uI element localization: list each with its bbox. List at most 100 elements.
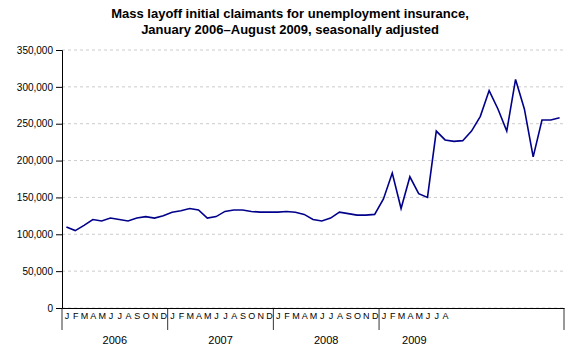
tick-label: F [390,311,396,321]
grid-line [62,86,564,87]
tick: 200,000 [17,155,62,166]
tick: J [435,308,440,321]
tick-label: A [126,311,132,321]
tick: F [179,308,185,321]
tick: N [257,308,264,321]
tick: A [90,308,96,321]
tick: 350,000 [17,45,62,56]
tick-label: D [372,311,379,321]
tick: A [231,308,237,321]
tick-label: N [152,311,159,321]
tick-label: A [196,311,202,321]
tick-label: 250,000 [17,118,54,129]
tick: M [186,308,194,321]
grid-line [62,197,564,198]
tick: D [161,308,168,321]
tick-label: J [109,311,114,321]
tick-label: S [134,311,140,321]
tick-label: 50,000 [22,266,53,277]
grid-line [62,50,564,51]
tick: 50,000 [22,266,62,277]
tick-label: O [248,311,255,321]
tick-label: 350,000 [17,45,54,56]
tick: J [382,308,387,321]
tick-mark [56,161,62,162]
tick-label: 0 [47,303,53,314]
tick-label: 150,000 [17,192,54,203]
tick: J [276,308,281,321]
tick-label: M [310,311,318,321]
tick-label: A [231,311,237,321]
tick: M [292,308,300,321]
tick: J [214,308,219,321]
tick-label: S [240,311,246,321]
tick: A [302,308,308,321]
year-label: 2009 [402,334,426,346]
tick-label: J [276,311,281,321]
tick-label: 100,000 [17,229,54,240]
chart: Mass layoff initial claimants for unempl… [0,0,580,360]
year-divider [273,308,274,330]
tick-mark [56,271,62,272]
tick: O [143,308,150,321]
tick-label: M [398,311,406,321]
tick: 150,000 [17,192,62,203]
tick: J [426,308,431,321]
tick-mark [56,50,62,51]
plot: 0 50,000 100,000 150,000 200,000 250,000 300,0… [17,45,565,346]
tick: J [65,308,70,321]
tick: J [170,308,175,321]
tick-label: N [363,311,370,321]
tick-label: J [382,311,387,321]
tick-label: M [81,311,89,321]
tick: 250,000 [17,118,62,129]
line [66,79,559,230]
tick-label: J [435,311,440,321]
tick-label: J [117,311,122,321]
tick-label: N [257,311,264,321]
tick-label: D [161,311,168,321]
tick: M [98,308,106,321]
tick: M [398,308,406,321]
axis-line [56,51,63,309]
tick-label: D [266,311,273,321]
year-label: 2006 [103,334,127,346]
tick: F [390,308,396,321]
year-label: 2008 [314,334,338,346]
tick-label: M [186,311,194,321]
tick: J [117,308,122,321]
tick: J [109,308,114,321]
tick: N [363,308,370,321]
tick-label: J [329,311,334,321]
year-labels: 2006200720082009 [103,334,427,346]
tick: F [284,308,290,321]
tick-label: J [214,311,219,321]
tick: N [152,308,159,321]
tick: A [407,308,413,321]
tick-label: O [143,311,150,321]
tick: A [126,308,132,321]
year-divider [62,308,63,330]
tick: J [223,308,228,321]
tick: M [310,308,318,321]
tick: O [354,308,361,321]
year-dividers [62,308,564,330]
tick-mark [56,308,62,309]
title: Mass layoff initial claimants for unempl… [111,6,469,37]
tick-label: 300,000 [17,82,54,93]
tick-label: O [354,311,361,321]
tick: 0 [47,303,62,314]
tick-label: J [170,311,175,321]
year-divider [167,308,168,330]
grid-line [62,160,564,161]
tick: D [266,308,273,321]
year-divider [564,308,565,330]
tick: A [196,308,202,321]
grid-line [62,271,564,272]
tick-label: J [223,311,228,321]
tick: J [329,308,334,321]
tick-label: F [284,311,290,321]
tick: F [73,308,79,321]
tick: A [337,308,343,321]
tick: D [372,308,379,321]
